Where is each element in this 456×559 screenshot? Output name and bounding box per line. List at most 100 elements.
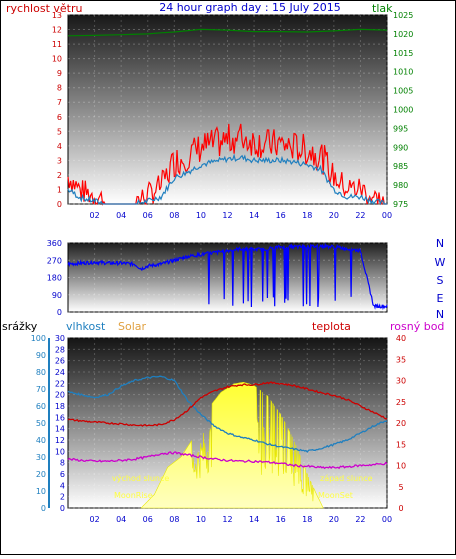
pressure-tick-label: 1010 xyxy=(393,68,413,77)
climate-panel: 0102030405060708090100024681012141618202… xyxy=(31,334,406,524)
humidity-tick-label: 20 xyxy=(55,391,65,400)
wind-x-tick-label: 12 xyxy=(222,211,232,220)
climate-x-tick-label: 02 xyxy=(89,515,99,524)
humidity-tick-label: 12 xyxy=(55,436,65,445)
rain-tick-label: 50 xyxy=(36,419,46,428)
humidity-tick-label: 28 xyxy=(55,345,65,354)
wind-axis-title: rychlost větru xyxy=(6,2,82,15)
pressure-tick-label: 995 xyxy=(393,124,408,133)
pressure-tick-label: 1025 xyxy=(393,11,413,20)
temperature-tick-label: 35 xyxy=(396,355,406,364)
humidity-tick-label: 24 xyxy=(55,368,65,377)
rain-tick-label: 30 xyxy=(36,453,46,462)
humidity-tick-label: 16 xyxy=(55,413,65,422)
climate-x-tick-label: 18 xyxy=(302,515,312,524)
humidity-line xyxy=(67,375,388,453)
temperature-tick-label: 10 xyxy=(396,462,406,471)
compass-label: N xyxy=(436,237,444,250)
wind-tick-label: 4 xyxy=(57,142,62,151)
moonrise-label: MoonRise xyxy=(114,491,153,500)
climate-x-tick-label: 06 xyxy=(143,515,153,524)
moonset-label: MoonSet xyxy=(318,491,353,500)
wind-x-tick-label: 20 xyxy=(329,211,339,220)
direction-tick-label: 0 xyxy=(57,308,62,317)
wind-tick-label: 12 xyxy=(52,26,62,35)
dewpoint-line xyxy=(67,451,388,470)
humidity-tick-label: 30 xyxy=(55,334,65,343)
pressure-tick-label: 975 xyxy=(393,200,408,209)
temperature-tick-label: 25 xyxy=(396,398,406,407)
wind-tick-label: 10 xyxy=(52,55,62,64)
rain-axis-title: srážky xyxy=(2,320,38,333)
astro-annotations: východ slunce západ slunce MoonRise Moon… xyxy=(112,474,373,500)
wind-x-tick-label: 10 xyxy=(196,211,206,220)
pressure-tick-label: 990 xyxy=(393,143,408,152)
humidity-tick-label: 0 xyxy=(60,504,65,513)
humidity-tick-label: 10 xyxy=(55,447,65,456)
rain-tick-label: 40 xyxy=(36,436,46,445)
temperature-tick-label: 15 xyxy=(396,440,406,449)
wind-x-tick-label: 04 xyxy=(116,211,126,220)
humidity-tick-label: 6 xyxy=(60,470,65,479)
wind-direction-line xyxy=(67,242,388,311)
rain-tick-label: 70 xyxy=(36,385,46,394)
compass-label: S xyxy=(437,274,444,287)
humidity-tick-label: 2 xyxy=(60,493,65,502)
wind-tick-label: 3 xyxy=(57,156,62,165)
temperature-tick-label: 40 xyxy=(396,334,406,343)
climate-x-tick-label: 00 xyxy=(382,515,392,524)
wind-x-tick-label: 08 xyxy=(169,211,179,220)
climate-x-tick-label: 20 xyxy=(329,515,339,524)
direction-tick-label: 180 xyxy=(47,274,62,283)
wind-tick-label: 9 xyxy=(57,69,62,78)
direction-tick-label: 360 xyxy=(47,239,62,248)
climate-x-tick-label: 04 xyxy=(116,515,126,524)
humidity-tick-label: 8 xyxy=(60,459,65,468)
wind-plot-area xyxy=(67,14,388,205)
temperature-tick-label: 30 xyxy=(396,377,406,386)
rain-tick-label: 80 xyxy=(36,368,46,377)
compass-label: E xyxy=(437,292,444,305)
chart-title: 24 hour graph day : 15 July 2015 xyxy=(159,1,341,14)
wind-average-line xyxy=(67,153,387,206)
humidity-tick-label: 14 xyxy=(55,425,65,434)
chart-header: rychlost větru 24 hour graph day : 15 Ju… xyxy=(6,1,393,15)
climate-x-tick-label: 14 xyxy=(249,515,259,524)
wind-x-tick-label: 18 xyxy=(302,211,312,220)
climate-x-tick-label: 22 xyxy=(355,515,365,524)
rain-tick-label: 90 xyxy=(36,351,46,360)
rain-tick-label: 60 xyxy=(36,402,46,411)
humidity-tick-label: 26 xyxy=(55,357,65,366)
wind-tick-label: 8 xyxy=(57,84,62,93)
pressure-tick-label: 980 xyxy=(393,181,408,190)
wind-x-tick-label: 14 xyxy=(249,211,259,220)
direction-tick-label: 90 xyxy=(52,291,62,300)
sunrise-label: východ slunce xyxy=(112,474,169,483)
wind-tick-label: 6 xyxy=(57,113,62,122)
wind-x-tick-label: 00 xyxy=(382,211,392,220)
climate-x-tick-label: 12 xyxy=(222,515,232,524)
wind-tick-label: 11 xyxy=(52,40,62,49)
wind-tick-label: 2 xyxy=(57,171,62,180)
pressure-tick-label: 1005 xyxy=(393,87,413,96)
compass-label: N xyxy=(436,308,444,321)
climate-x-tick-label: 08 xyxy=(169,515,179,524)
rain-tick-label: 100 xyxy=(31,334,46,343)
wind-tick-label: 0 xyxy=(57,200,62,209)
wind-tick-label: 7 xyxy=(57,98,62,107)
wind-tick-label: 13 xyxy=(52,11,62,20)
sunset-label: západ slunce xyxy=(320,474,373,483)
humidity-tick-label: 4 xyxy=(60,481,65,490)
temperature-tick-label: 5 xyxy=(398,483,403,492)
temperature-tick-label: 20 xyxy=(396,419,406,428)
climate-x-tick-label: 16 xyxy=(276,515,286,524)
climate-x-tick-label: 10 xyxy=(196,515,206,524)
pressure-tick-label: 985 xyxy=(393,162,408,171)
pressure-tick-label: 1020 xyxy=(393,30,413,39)
pressure-line xyxy=(67,28,388,37)
rain-tick-label: 10 xyxy=(36,487,46,496)
wind-tick-label: 1 xyxy=(57,185,62,194)
climate-panel-labels: srážky vlhkost Solar teplota rosný bod xyxy=(2,320,444,333)
